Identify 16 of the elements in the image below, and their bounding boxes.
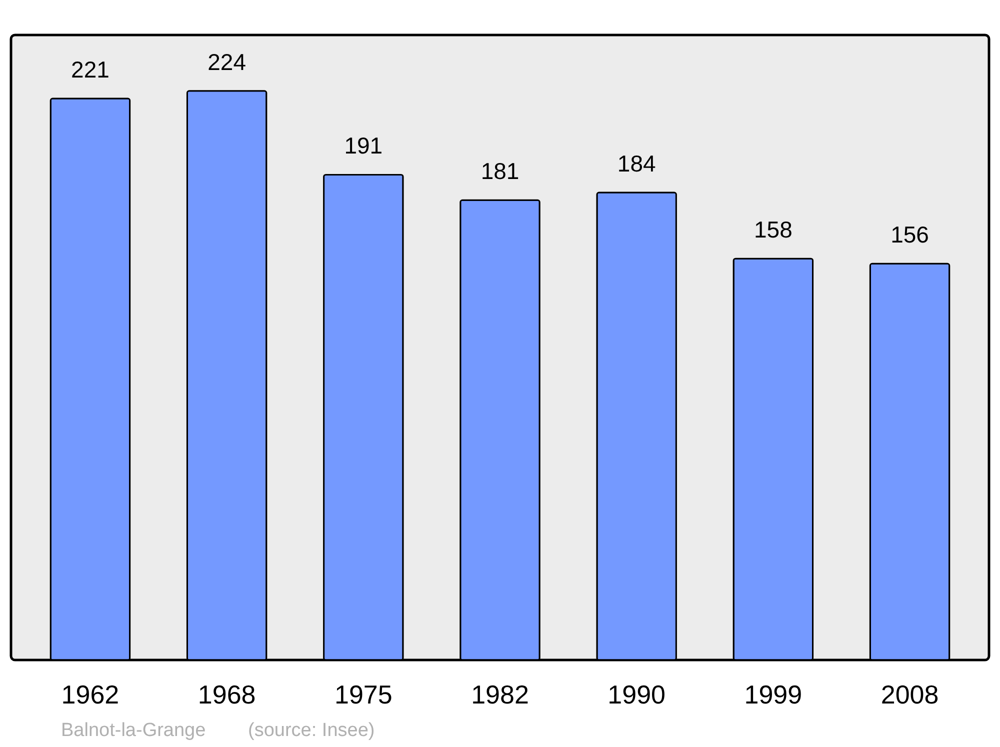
data-label: 224 [208,48,246,75]
text: (source: Insee) [248,720,375,741]
text: Balnot-la-Grange [61,720,206,741]
x-tick-label: 1975 [334,680,392,710]
x-tick-label: 1990 [608,680,666,710]
data-label: 191 [344,132,383,159]
x-tick-label: 1968 [198,680,256,710]
x-tick-label: 1962 [61,680,120,710]
data-label: 221 [71,56,110,83]
data-label: 156 [890,222,929,248]
x-tick-label: 2008 [880,680,939,710]
x-tick-label: 1982 [471,680,529,710]
x-tick-label: 1999 [744,680,802,710]
data-label: 184 [617,150,656,177]
data-label: 181 [480,158,520,184]
data-label: 158 [754,216,792,243]
